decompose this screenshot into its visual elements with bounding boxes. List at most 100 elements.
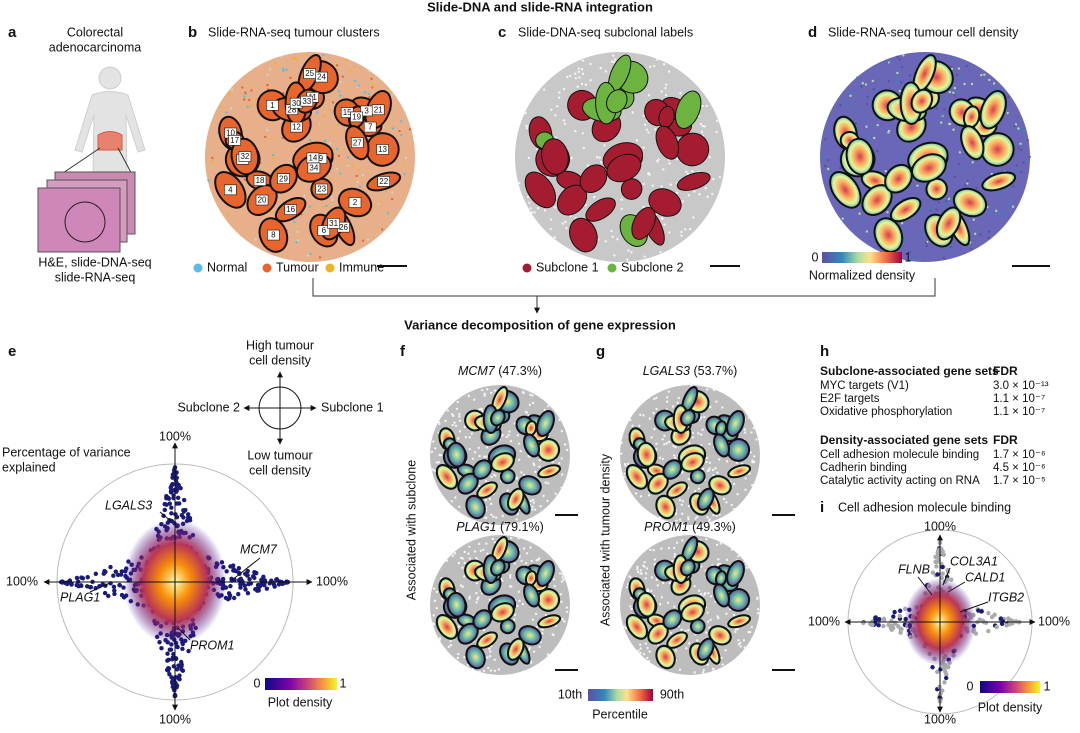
- spot: [660, 547, 663, 550]
- spot: [293, 220, 296, 224]
- gene-point: [228, 584, 233, 589]
- spot: [646, 172, 650, 175]
- cluster-number: 25: [305, 69, 314, 78]
- spot: [715, 130, 718, 134]
- spot: [663, 434, 666, 438]
- spot: [378, 201, 382, 204]
- spot: [706, 611, 709, 614]
- spot: [653, 427, 656, 431]
- spot: [546, 653, 550, 656]
- spot: [947, 197, 951, 200]
- spot: [887, 129, 891, 133]
- axis-label: 100%: [316, 574, 348, 588]
- spot: [529, 207, 532, 210]
- spot: [708, 626, 711, 629]
- spot: [665, 83, 668, 86]
- spot: [473, 550, 477, 553]
- spot: [671, 405, 675, 408]
- spot: [999, 211, 1002, 214]
- panel-title: adenocarcinoma: [49, 40, 141, 54]
- spot: [630, 607, 633, 611]
- spot: [983, 73, 986, 76]
- spot: [662, 62, 666, 66]
- spot: [636, 565, 639, 569]
- spot: [270, 210, 273, 213]
- spot: [491, 537, 495, 541]
- cluster-region: [845, 137, 875, 176]
- spot: [554, 206, 557, 209]
- spot: [747, 416, 751, 419]
- spot: [561, 222, 564, 225]
- gene-pointer: [231, 557, 261, 581]
- spot: [382, 125, 385, 129]
- spot: [486, 656, 489, 659]
- spot: [719, 542, 723, 545]
- compass-label: Low tumour: [247, 448, 312, 462]
- cluster-region: [476, 481, 498, 499]
- spot: [674, 456, 677, 460]
- spot: [822, 158, 826, 161]
- spot: [637, 649, 640, 652]
- spot: [515, 518, 518, 521]
- spot: [331, 177, 334, 180]
- spot: [652, 411, 655, 415]
- spot: [616, 238, 619, 241]
- spot: [481, 409, 484, 413]
- spot: [367, 92, 371, 96]
- spot: [612, 54, 615, 57]
- spot: [687, 642, 691, 645]
- cluster-region: [713, 583, 730, 608]
- spot: [456, 400, 459, 404]
- gene-point: [85, 574, 90, 580]
- spot: [896, 55, 899, 58]
- cluster-region: [727, 464, 752, 479]
- gene-point: [186, 648, 191, 654]
- gene-point: [998, 616, 1004, 621]
- spot: [631, 111, 634, 114]
- spot: [865, 125, 868, 128]
- spot: [965, 64, 968, 68]
- spot: [886, 211, 889, 214]
- compass-label: Subclone 1: [321, 400, 384, 414]
- spot: [937, 201, 940, 204]
- spot: [642, 652, 646, 656]
- spot: [701, 467, 705, 471]
- spot: [963, 82, 966, 86]
- spot: [471, 457, 475, 460]
- gene-label: PROM1: [190, 638, 234, 652]
- spot: [620, 452, 623, 455]
- spot: [488, 655, 492, 658]
- spot: [241, 86, 244, 89]
- spot: [666, 601, 670, 604]
- spot: [680, 521, 684, 525]
- spot: [361, 174, 365, 177]
- spot: [841, 217, 844, 220]
- spot: [716, 119, 719, 123]
- spot: [862, 221, 865, 224]
- gene-point: [891, 625, 896, 631]
- cluster-region: [490, 409, 506, 427]
- spot: [865, 117, 869, 120]
- spot: [683, 228, 687, 231]
- spot: [366, 238, 370, 241]
- scale-title: Normalized density: [809, 268, 916, 282]
- cluster-region: [446, 441, 467, 468]
- gene-point: [873, 615, 878, 621]
- spot: [701, 428, 704, 431]
- spot: [489, 650, 492, 653]
- tissue-stack: [37, 171, 136, 253]
- spot: [839, 103, 842, 107]
- spot: [613, 254, 616, 257]
- spot: [576, 85, 579, 88]
- spot: [598, 156, 601, 159]
- spot: [535, 559, 538, 562]
- spot: [390, 94, 393, 98]
- spot: [390, 197, 394, 201]
- spot: [328, 108, 331, 111]
- cluster-region: [569, 217, 598, 253]
- spot: [470, 432, 474, 435]
- spot: [639, 643, 642, 647]
- cluster-region: [935, 206, 962, 241]
- scale-title: Plot density: [268, 695, 333, 709]
- spot: [706, 516, 709, 519]
